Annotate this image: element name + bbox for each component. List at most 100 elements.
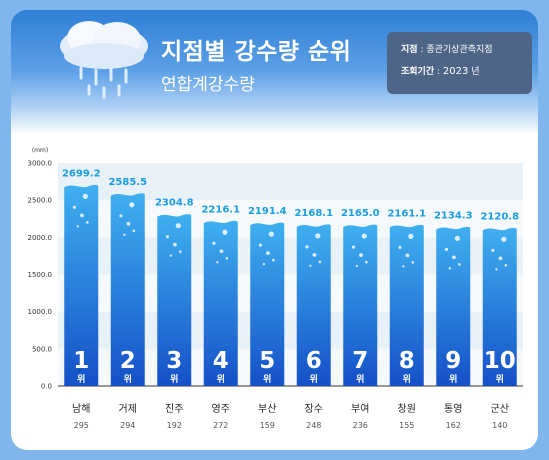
chart-title: 지점별 강수량 순위 bbox=[161, 39, 352, 65]
bubble bbox=[219, 249, 224, 254]
bubble bbox=[444, 247, 449, 251]
rank-number: 9 bbox=[445, 348, 461, 374]
station-code: 294 bbox=[120, 421, 135, 430]
y-tick-label: 1500.0 bbox=[28, 271, 53, 279]
bubble bbox=[355, 264, 359, 268]
station-code: 272 bbox=[213, 421, 228, 430]
station-code: 155 bbox=[399, 421, 414, 430]
bubble bbox=[212, 241, 216, 245]
bubble bbox=[173, 242, 177, 247]
bar-거제 bbox=[110, 193, 145, 386]
category-label: 진주 bbox=[165, 403, 183, 415]
rank-number: 1 bbox=[73, 348, 89, 374]
bubble bbox=[361, 233, 367, 239]
bubble bbox=[491, 248, 495, 252]
period-year: 2023 bbox=[442, 66, 469, 77]
bubble bbox=[411, 261, 415, 264]
category-label: 부여 bbox=[351, 403, 369, 415]
bubble bbox=[309, 264, 312, 268]
category-label: 거제 bbox=[119, 403, 137, 415]
value-label: 2168.1 bbox=[294, 208, 333, 219]
value-label: 2161.1 bbox=[387, 208, 426, 219]
rank-number: 7 bbox=[352, 348, 368, 374]
bubble bbox=[262, 262, 266, 266]
station-code: 162 bbox=[446, 421, 461, 430]
rank-number: 5 bbox=[259, 348, 275, 374]
rank-number: 10 bbox=[484, 348, 516, 374]
y-axis-unit: (mm) bbox=[32, 147, 48, 154]
category-label: 군산 bbox=[491, 403, 509, 415]
category-label: 영주 bbox=[212, 403, 230, 415]
bubble bbox=[318, 260, 322, 264]
rank-suffix: 위 bbox=[217, 373, 225, 385]
grid-band bbox=[58, 163, 523, 201]
bubble bbox=[315, 233, 321, 239]
bubble bbox=[501, 236, 507, 242]
bar-부여 bbox=[343, 224, 378, 386]
y-tick-label: 1000.0 bbox=[28, 308, 53, 316]
bubble bbox=[454, 235, 460, 241]
bubble bbox=[129, 202, 135, 208]
bar-장수 bbox=[296, 224, 331, 386]
rank-suffix: 위 bbox=[356, 373, 364, 385]
bubble bbox=[258, 243, 263, 247]
value-label: 2699.2 bbox=[62, 168, 101, 179]
station-code: 140 bbox=[492, 421, 507, 430]
station-code: 295 bbox=[74, 421, 89, 430]
bubble bbox=[86, 221, 89, 224]
rank-number: 3 bbox=[166, 348, 182, 374]
bubble bbox=[72, 205, 77, 209]
bubble bbox=[365, 260, 368, 264]
station-code: 159 bbox=[260, 421, 275, 430]
category-label: 통영 bbox=[444, 403, 462, 415]
bubble bbox=[268, 231, 274, 237]
bubble bbox=[312, 252, 317, 257]
y-tick-label: 500.0 bbox=[32, 345, 52, 353]
bubble bbox=[266, 251, 270, 256]
y-tick-label: 3000.0 bbox=[28, 160, 53, 168]
category-label: 부산 bbox=[258, 403, 276, 415]
bubble bbox=[408, 233, 414, 239]
y-tick-label: 2000.0 bbox=[28, 234, 53, 242]
y-tick-label: 2500.0 bbox=[28, 197, 53, 205]
value-label: 2304.8 bbox=[155, 198, 194, 209]
bubble bbox=[398, 245, 402, 249]
rank-suffix: 위 bbox=[263, 373, 271, 385]
bubble bbox=[126, 221, 131, 226]
rank-suffix: 위 bbox=[403, 373, 411, 385]
bubble bbox=[80, 213, 84, 218]
value-label: 2120.8 bbox=[480, 211, 519, 222]
value-label: 2191.4 bbox=[248, 206, 287, 217]
info-box: 지점 : 종관기상관측지점 조회기간 : 2023 년 bbox=[387, 32, 532, 94]
y-tick-label: 0.0 bbox=[41, 383, 52, 391]
bubble bbox=[498, 256, 503, 261]
value-label: 2585.5 bbox=[108, 177, 147, 188]
bubble bbox=[165, 235, 170, 239]
bubble bbox=[82, 193, 88, 199]
bubble bbox=[272, 258, 275, 262]
station-value: 종관기상관측지점 bbox=[426, 45, 493, 55]
rank-suffix: 위 bbox=[170, 373, 178, 385]
bubble bbox=[179, 250, 182, 253]
value-label: 2165.0 bbox=[341, 208, 380, 219]
category-label: 남해 bbox=[72, 402, 90, 415]
bar-창원 bbox=[389, 224, 424, 386]
bubble bbox=[216, 261, 219, 264]
bubble bbox=[305, 245, 309, 249]
station-code: 236 bbox=[353, 421, 368, 430]
station-code: 192 bbox=[167, 421, 182, 430]
period-label: 조회기간 bbox=[401, 67, 435, 77]
bubble bbox=[225, 256, 229, 260]
rank-number: 6 bbox=[306, 348, 322, 374]
station-code: 248 bbox=[306, 421, 321, 430]
bar-영주 bbox=[203, 220, 238, 386]
bubble bbox=[175, 223, 181, 229]
rank-suffix: 위 bbox=[124, 373, 132, 385]
bubble bbox=[495, 268, 498, 271]
bubble bbox=[132, 229, 136, 233]
period-unit: 년 bbox=[471, 67, 480, 77]
bubble bbox=[402, 265, 405, 268]
bubble bbox=[359, 253, 363, 257]
rank-number: 8 bbox=[399, 348, 415, 374]
